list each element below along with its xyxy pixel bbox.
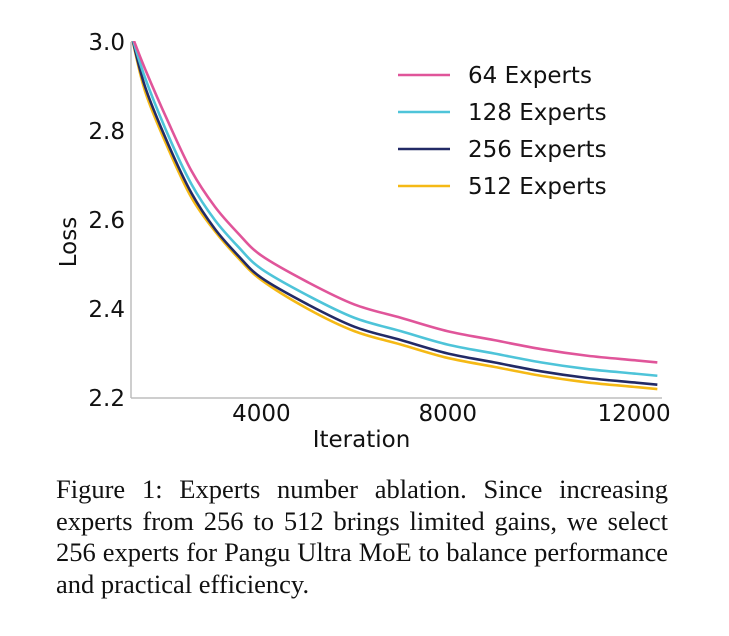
series-line: [131, 41, 658, 386]
series-line: [132, 41, 658, 378]
loss-chart: 2.2 2.4 2.6 2.8 3.0 4000 8000 12000 Iteration L…: [56, 30, 671, 453]
y-tick-label: 2.4: [88, 297, 125, 323]
legend: 64 Experts 128 Experts 256 Experts 512 Expe…: [398, 63, 607, 200]
series-layer: [131, 41, 658, 391]
x-tick-label: 4000: [232, 401, 291, 427]
figure-caption: Figure 1: Experts number ablation. Since…: [56, 474, 668, 599]
axes-layer: [130, 42, 662, 399]
y-axis-title: Loss: [56, 217, 82, 267]
y-tick-label: 2.8: [88, 119, 125, 145]
legend-label: 512 Experts: [468, 174, 607, 200]
series-line: [131, 41, 658, 391]
legend-label: 256 Experts: [468, 137, 607, 163]
x-tick-label: 8000: [418, 401, 477, 427]
x-axis-title: Iteration: [313, 427, 411, 453]
ticks-layer: 2.2 2.4 2.6 2.8 3.0 4000 8000 12000: [88, 30, 670, 427]
x-tick-label: 12000: [597, 401, 670, 427]
y-tick-label: 3.0: [88, 30, 125, 56]
y-tick-label: 2.6: [88, 208, 125, 234]
legend-label: 64 Experts: [468, 63, 592, 89]
legend-label: 128 Experts: [468, 100, 607, 126]
y-tick-label: 2.2: [88, 386, 125, 412]
series-line: [132, 41, 658, 364]
